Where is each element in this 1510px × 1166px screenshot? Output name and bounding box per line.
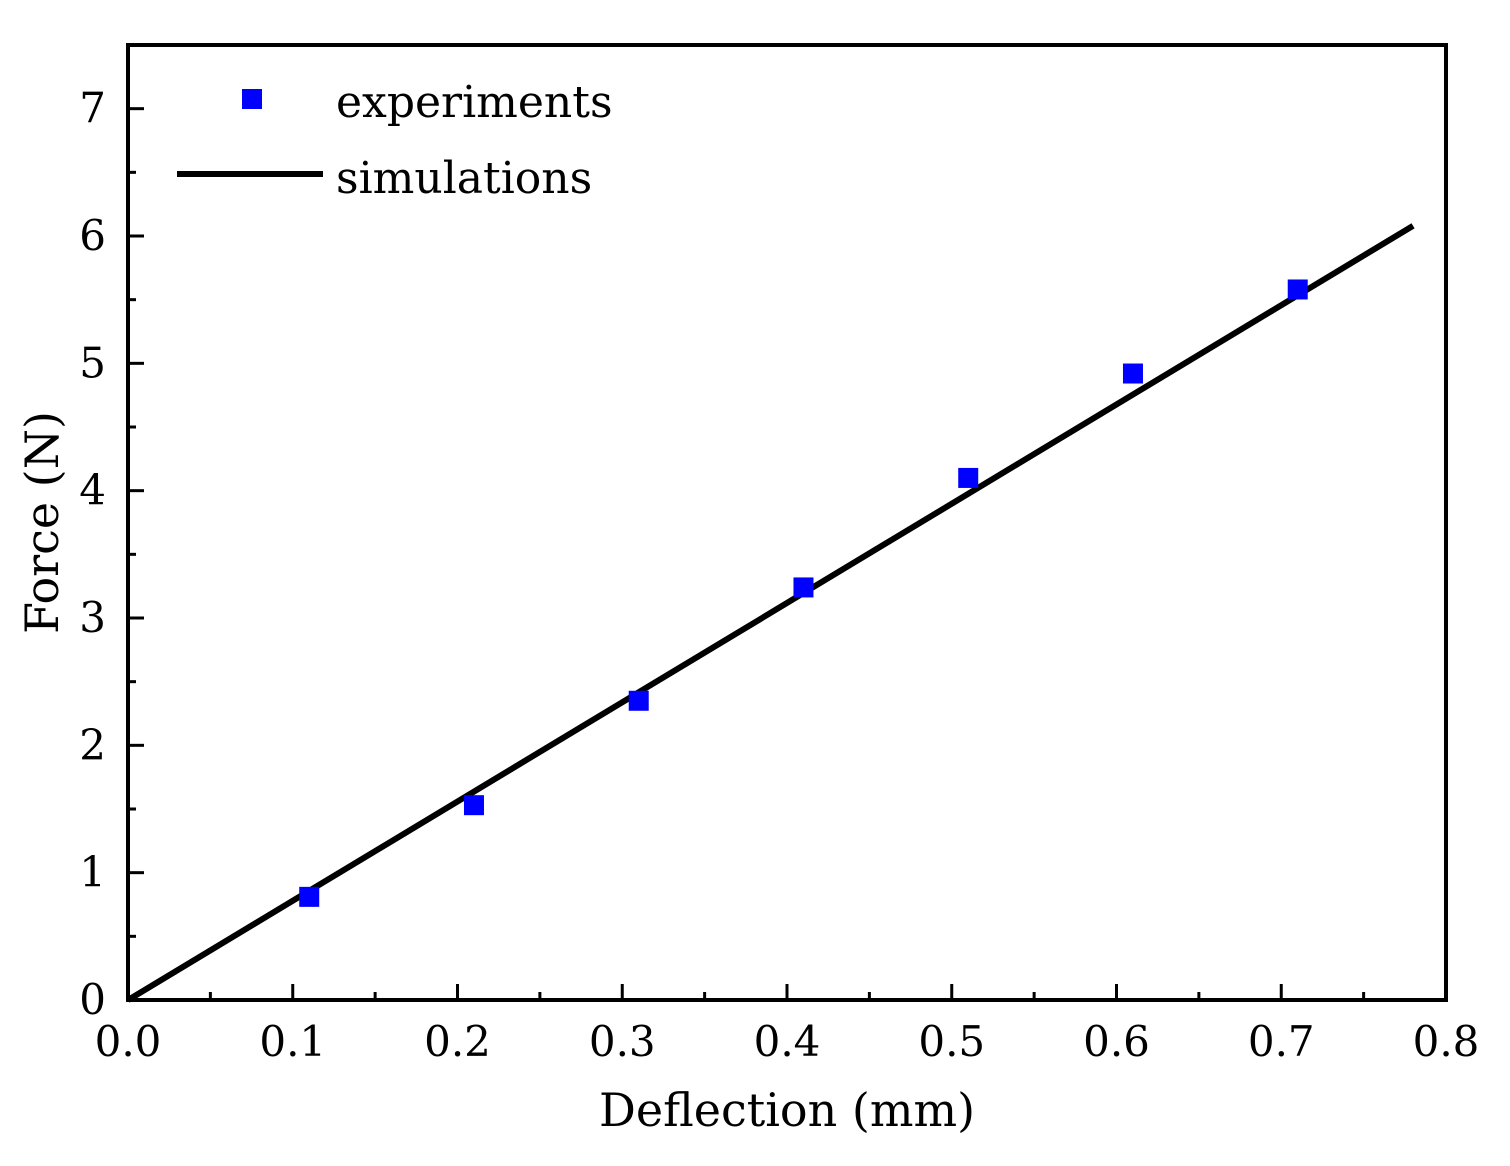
experiment-point	[628, 690, 649, 711]
x-tick-label: 0.8	[1413, 1017, 1480, 1066]
experiment-point	[1287, 279, 1308, 300]
x-tick-label: 0.0	[95, 1017, 162, 1066]
x-axis-title: Deflection (mm)	[599, 1083, 975, 1137]
x-tick-label: 0.7	[1248, 1017, 1315, 1066]
y-axis-title: Force (N)	[15, 411, 69, 634]
y-tick-label: 7	[79, 84, 106, 133]
x-tick-label: 0.5	[918, 1017, 985, 1066]
axis-tick-labels: 0.0 0.1 0.2 0.3 0.4 0.5 0.6 0.7 0.8 0 1 2 3 4 5 6 7	[79, 84, 1479, 1066]
legend-label-simulations: simulations	[336, 153, 592, 204]
x-tick-label: 0.6	[1083, 1017, 1150, 1066]
y-tick-label: 6	[79, 211, 106, 260]
experiment-point	[299, 886, 320, 907]
x-tick-label: 0.1	[259, 1017, 326, 1066]
y-tick-label: 1	[79, 848, 106, 897]
x-tick-label: 0.3	[589, 1017, 656, 1066]
plot-frame	[126, 43, 1448, 1002]
legend: experiments simulations	[177, 77, 613, 204]
simulation-line	[126, 223, 1415, 1003]
y-tick-label: 2	[79, 720, 106, 769]
experiment-point	[1122, 363, 1143, 384]
y-tick-label: 5	[79, 338, 106, 387]
x-tick-label: 0.2	[424, 1017, 491, 1066]
legend-label-experiments: experiments	[336, 77, 613, 128]
plot-series	[126, 223, 1415, 1003]
legend-marker-experiments	[242, 89, 262, 109]
y-tick-label: 3	[79, 593, 106, 642]
axis-ticks	[126, 107, 1448, 1002]
experiment-point	[793, 577, 814, 598]
y-tick-label: 4	[79, 466, 106, 515]
x-tick-label: 0.4	[754, 1017, 821, 1066]
y-tick-label: 0	[79, 975, 106, 1024]
experiment-point	[463, 795, 484, 816]
experiment-point	[958, 467, 979, 488]
